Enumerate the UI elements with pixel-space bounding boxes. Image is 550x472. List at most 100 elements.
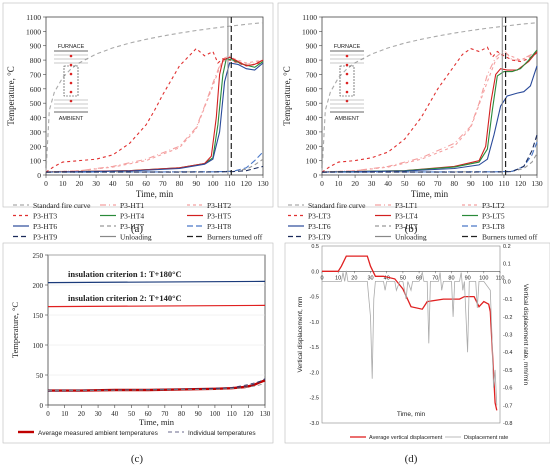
y2-tick-label-d-1: 0.1 <box>503 262 511 268</box>
y-tick-label-a-5: 500 <box>30 99 42 108</box>
legend-label-a-5: P3-HT5 <box>207 212 231 221</box>
legend-label-d-0: Average vertical displacement <box>369 435 443 441</box>
x-tick-label-d-2: 20 <box>351 275 357 281</box>
inset-ambient-label: AMBIENT <box>335 116 360 122</box>
panel-d: 0 10 20 30 40 50 60 70 80 90 100 110 0.5 0.0 -0.5 -1.0 -… <box>284 242 550 444</box>
x-tick-label-d-1: 10 <box>335 275 341 281</box>
y-tick-label-c-3: 150 <box>33 312 44 320</box>
y-tick-label-a-2: 200 <box>30 142 42 151</box>
y-tick-label-a-6: 600 <box>30 85 42 94</box>
x-tick-label-c-0: 0 <box>46 410 50 418</box>
x-tick-label-d-10: 100 <box>479 275 488 281</box>
y-tick-label-d-1: 0.0 <box>311 269 319 275</box>
legend-label-a-11: Burners turned off <box>207 233 263 242</box>
y-tick-label-d-4: -1.5 <box>310 345 319 351</box>
y2-tick-label-d-2: 0.0 <box>503 279 511 285</box>
y-tick-label-b-8: 800 <box>306 56 318 65</box>
legend-label-b-6: P3-LT6 <box>308 222 331 231</box>
panel-label-b: (b) <box>405 223 418 235</box>
legend-label-a-3: P3-HT3 <box>33 212 57 221</box>
legend-label-b-8: P3-LT8 <box>482 222 505 231</box>
series-line-a-0 <box>45 22 264 173</box>
series-line-c-1 <box>47 304 266 308</box>
x-axis-label-d: Time, min <box>397 411 426 418</box>
legend-label-a-6: P3-HT6 <box>33 222 57 231</box>
series-line-c-0 <box>47 280 266 284</box>
x-tick-label-b-3: 30 <box>368 179 376 188</box>
series-line-c-2 <box>48 379 266 392</box>
series-line-a-5 <box>45 56 264 173</box>
y-tick-label-d-0: 0.5 <box>311 244 319 250</box>
x-tick-label-a-6: 60 <box>142 179 150 188</box>
x-tick-label-b-12: 120 <box>515 179 527 188</box>
legend-label-b-9: P3-LT9 <box>308 233 331 242</box>
legend-label-a-7: P3-HT7 <box>120 222 144 231</box>
series-line-a-6 <box>45 62 264 173</box>
x-tick-label-c-13: 130 <box>260 410 271 418</box>
inset-furnace-label: FURNACE <box>58 44 85 50</box>
legend-label-a-10: Unloading <box>120 233 152 242</box>
y-tick-label-d-7: -3.0 <box>310 421 319 427</box>
legend-label-b-5: P3-LT5 <box>482 212 505 221</box>
inset-sensor-marker <box>345 99 349 103</box>
y-axis-label-a: Temperature, °C <box>6 66 16 125</box>
x-tick-label-c-3: 30 <box>95 410 103 418</box>
legend-label-a-4: P3-HT4 <box>120 212 144 221</box>
inset-sensor-marker <box>69 54 73 58</box>
y-tick-label-a-1: 100 <box>30 157 42 166</box>
y-tick-label-a-9: 900 <box>30 42 42 51</box>
legend-label-b-11: Burners turned off <box>482 233 538 242</box>
x-tick-label-d-0: 0 <box>320 275 323 281</box>
x-tick-label-b-9: 90 <box>467 179 475 188</box>
series-line-b-9 <box>321 134 538 173</box>
legend-label-c-1: Individual temperatures <box>188 430 256 437</box>
y2-tick-label-d-3: -0.1 <box>503 297 512 303</box>
y2-tick-label-d-10: -0.8 <box>503 421 512 427</box>
x-tick-label-d-3: 30 <box>367 275 373 281</box>
y-tick-label-b-3: 300 <box>306 128 318 137</box>
y-tick-label-a-0: 0 <box>37 171 41 180</box>
x-tick-label-c-9: 90 <box>195 410 203 418</box>
legend-label-d-1: Displacement rate <box>464 435 508 441</box>
x-tick-label-c-10: 100 <box>210 410 221 418</box>
x-tick-label-a-11: 110 <box>224 179 235 188</box>
annotation-c-1: insulation criterion 2: T+140°C <box>68 293 182 303</box>
y-tick-label-b-9: 900 <box>306 42 318 51</box>
legend-label-a-2: P3-HT2 <box>207 201 231 210</box>
legend-label-a-9: P3-HT9 <box>33 233 57 242</box>
series-line-b-6 <box>321 65 538 173</box>
legend-label-b-7: P3-LT7 <box>395 222 418 231</box>
x-axis-label-c: Time, min <box>139 417 175 427</box>
x-tick-label-d-8: 80 <box>448 275 454 281</box>
legend-label-b-4: P3-LT4 <box>395 212 418 221</box>
x-tick-label-d-6: 60 <box>416 275 422 281</box>
x-tick-label-a-5: 50 <box>126 179 134 188</box>
x-tick-label-b-4: 40 <box>384 179 392 188</box>
x-tick-label-a-8: 80 <box>176 179 184 188</box>
x-tick-label-a-2: 20 <box>76 179 84 188</box>
inset-furnace-label: FURNACE <box>334 44 361 50</box>
x-tick-label-a-4: 40 <box>109 179 117 188</box>
series-line-d-1 <box>322 270 498 406</box>
series-line-b-5 <box>321 49 538 173</box>
x-tick-label-b-10: 100 <box>482 179 494 188</box>
x-tick-label-b-2: 20 <box>351 179 359 188</box>
legend-label-b-10: Unloading <box>395 233 427 242</box>
legend-label-b-1: P3-LT1 <box>395 201 418 210</box>
x-tick-label-d-5: 50 <box>400 275 406 281</box>
panel-c: 0 10 20 30 40 50 60 70 80 90 100 110 120 130 0 50 100 150… <box>2 242 274 444</box>
series-line-d-0 <box>322 255 498 411</box>
y-tick-label-d-5: -2.0 <box>310 370 319 376</box>
inset-sensor-marker <box>69 90 73 94</box>
x-tick-label-a-10: 100 <box>207 179 219 188</box>
plot-frame-d <box>321 245 501 424</box>
x-tick-label-c-5: 50 <box>128 410 136 418</box>
x-tick-label-a-1: 10 <box>59 179 67 188</box>
x-tick-label-c-4: 40 <box>111 410 119 418</box>
y2-tick-label-d-8: -0.6 <box>503 386 512 392</box>
x-tick-label-b-8: 80 <box>451 179 459 188</box>
y-tick-label-b-11: 1100 <box>302 13 317 22</box>
panel-border-d <box>284 242 550 444</box>
inset-sensor-marker <box>345 63 349 67</box>
legend-label-b-0: Standard fire curve <box>308 201 366 210</box>
